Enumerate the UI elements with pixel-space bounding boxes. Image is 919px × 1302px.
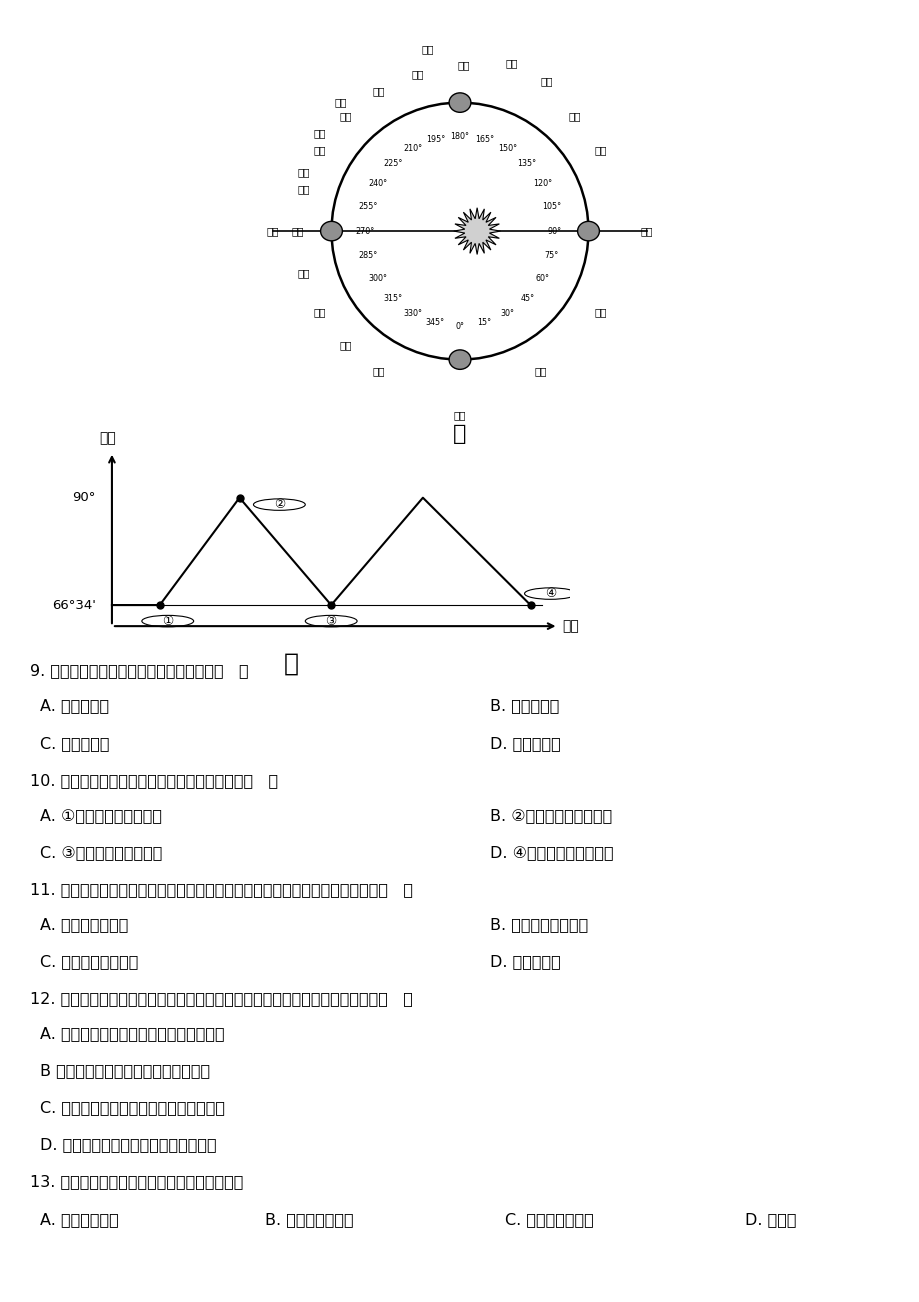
Text: B. 平流层和高层大气: B. 平流层和高层大气 xyxy=(490,917,587,932)
Polygon shape xyxy=(453,208,500,254)
Text: 0°: 0° xyxy=(455,322,464,331)
Text: 清明: 清明 xyxy=(313,307,325,318)
Text: ①: ① xyxy=(162,615,173,628)
Text: 小寒: 小寒 xyxy=(339,112,351,121)
Text: A. 近地面大气吸收地面辐射强，对流旺盛: A. 近地面大气吸收地面辐射强，对流旺盛 xyxy=(40,1026,224,1042)
Text: 13. 由于气温高、空气膨胀上升形成的气压带是: 13. 由于气温高、空气膨胀上升形成的气压带是 xyxy=(30,1174,244,1189)
Text: 135°: 135° xyxy=(517,159,536,168)
Text: 冬至: 冬至 xyxy=(267,227,279,236)
Text: 立春: 立春 xyxy=(297,184,310,194)
Ellipse shape xyxy=(577,221,599,241)
Text: A. 清明、惊蛰: A. 清明、惊蛰 xyxy=(40,699,109,713)
Text: D. ④点可能为芒种或大雪: D. ④点可能为芒种或大雪 xyxy=(490,845,613,859)
Text: 立夏: 立夏 xyxy=(372,366,385,376)
Text: 66°34': 66°34' xyxy=(52,599,96,612)
Text: 大雪: 大雪 xyxy=(372,86,385,96)
Text: 210°: 210° xyxy=(403,145,422,154)
Text: 大寒: 大寒 xyxy=(313,145,325,155)
Text: 雨水: 雨水 xyxy=(291,227,304,236)
Text: 165°: 165° xyxy=(474,135,494,143)
Text: A. 赤道低气压带: A. 赤道低气压带 xyxy=(40,1212,119,1228)
Text: 11. 火山喷发会影响到航空运输业，这主要是因为火山灰能够进入到大气层中的（   ）: 11. 火山喷发会影响到航空运输业，这主要是因为火山灰能够进入到大气层中的（ ） xyxy=(30,881,413,897)
Text: B 近地面大气反射作用较强，对流旺盛: B 近地面大气反射作用较强，对流旺盛 xyxy=(40,1064,210,1078)
Text: 195°: 195° xyxy=(425,135,445,143)
Text: 150°: 150° xyxy=(497,145,516,154)
Text: 处暑: 处暑 xyxy=(505,57,517,68)
Text: C. 副极地低气压带: C. 副极地低气压带 xyxy=(505,1212,593,1228)
Text: D. 极地高: D. 极地高 xyxy=(744,1212,796,1228)
Text: 330°: 330° xyxy=(403,309,422,318)
Text: C. 近地面大气逆辐射作用较强，对流旺盛: C. 近地面大气逆辐射作用较强，对流旺盛 xyxy=(40,1100,225,1116)
Text: 秋分: 秋分 xyxy=(421,44,433,55)
Text: ④: ④ xyxy=(544,587,555,600)
Text: 寒露: 寒露 xyxy=(412,69,424,79)
Text: B. 副热带高气压带: B. 副热带高气压带 xyxy=(265,1212,353,1228)
Text: 乙: 乙 xyxy=(284,651,299,676)
Text: 霜降: 霜降 xyxy=(297,167,310,177)
Text: 315°: 315° xyxy=(383,294,402,303)
Text: 大暑: 大暑 xyxy=(568,112,580,121)
Text: 立秋: 立秋 xyxy=(540,77,553,86)
Text: 60°: 60° xyxy=(535,275,549,283)
Text: 9. 下列各组节气中，昼长时间最接近的是（   ）: 9. 下列各组节气中，昼长时间最接近的是（ ） xyxy=(30,664,248,678)
Text: A. ①点可能为小雪或大雪: A. ①点可能为小雪或大雪 xyxy=(40,807,162,823)
Text: 30°: 30° xyxy=(500,309,514,318)
Text: 白露: 白露 xyxy=(457,60,470,70)
Text: 300°: 300° xyxy=(368,275,387,283)
Text: 345°: 345° xyxy=(425,319,445,327)
Text: 225°: 225° xyxy=(382,159,402,168)
Text: 270°: 270° xyxy=(355,227,374,236)
Text: ②: ② xyxy=(274,499,285,512)
Text: 芒种: 芒种 xyxy=(594,307,606,318)
Ellipse shape xyxy=(448,92,471,112)
Text: 小暑: 小暑 xyxy=(594,145,606,155)
Text: 12. 全球对流层厚度随纬度而明显变化，厚度最大在赤道附近，原因是赤道附近（   ）: 12. 全球对流层厚度随纬度而明显变化，厚度最大在赤道附近，原因是赤道附近（ ） xyxy=(30,991,413,1006)
Text: 谷雨: 谷雨 xyxy=(339,341,351,350)
Text: 惊蛰: 惊蛰 xyxy=(297,268,310,279)
Text: 小满: 小满 xyxy=(534,366,547,376)
Text: ③: ③ xyxy=(325,615,336,628)
Text: 180°: 180° xyxy=(450,132,469,141)
Text: 75°: 75° xyxy=(544,251,559,260)
Text: 90°: 90° xyxy=(548,227,562,236)
Text: 甲: 甲 xyxy=(453,423,466,444)
Text: C. 小雪、小寒: C. 小雪、小寒 xyxy=(40,736,109,751)
Text: B. 立冬、立春: B. 立冬、立春 xyxy=(490,699,559,713)
Text: 纬度: 纬度 xyxy=(99,431,116,445)
Text: D. 全部大气层: D. 全部大气层 xyxy=(490,954,561,969)
Text: C. 对流层和高层大气: C. 对流层和高层大气 xyxy=(40,954,138,969)
Text: 10. 对图乙中四点日期所处的节气判断正确的是（   ）: 10. 对图乙中四点日期所处的节气判断正确的是（ ） xyxy=(30,772,278,788)
Text: 立冬: 立冬 xyxy=(313,128,325,138)
Text: 15°: 15° xyxy=(477,319,491,327)
Text: B. ②点可能为立春或立秋: B. ②点可能为立春或立秋 xyxy=(490,807,611,823)
Text: 285°: 285° xyxy=(358,251,378,260)
Text: 105°: 105° xyxy=(541,202,561,211)
Ellipse shape xyxy=(320,221,342,241)
Text: 春分: 春分 xyxy=(453,410,466,421)
Text: 45°: 45° xyxy=(519,294,534,303)
Text: 240°: 240° xyxy=(368,180,387,187)
Text: 夏至: 夏至 xyxy=(640,227,652,236)
Ellipse shape xyxy=(448,350,471,370)
Text: C. ③点可能为春分或秋分: C. ③点可能为春分或秋分 xyxy=(40,845,162,859)
Text: D. 雨水、处暑: D. 雨水、处暑 xyxy=(490,736,561,751)
Text: 255°: 255° xyxy=(358,202,378,211)
Text: 120°: 120° xyxy=(532,180,551,187)
Text: 90°: 90° xyxy=(73,491,96,504)
Text: D. 近地面大气散射作用较强，对流旺盛: D. 近地面大气散射作用较强，对流旺盛 xyxy=(40,1137,216,1152)
Text: 日期: 日期 xyxy=(562,620,578,633)
Text: 小雪: 小雪 xyxy=(335,98,346,108)
Text: A. 对流层和平流层: A. 对流层和平流层 xyxy=(40,917,129,932)
